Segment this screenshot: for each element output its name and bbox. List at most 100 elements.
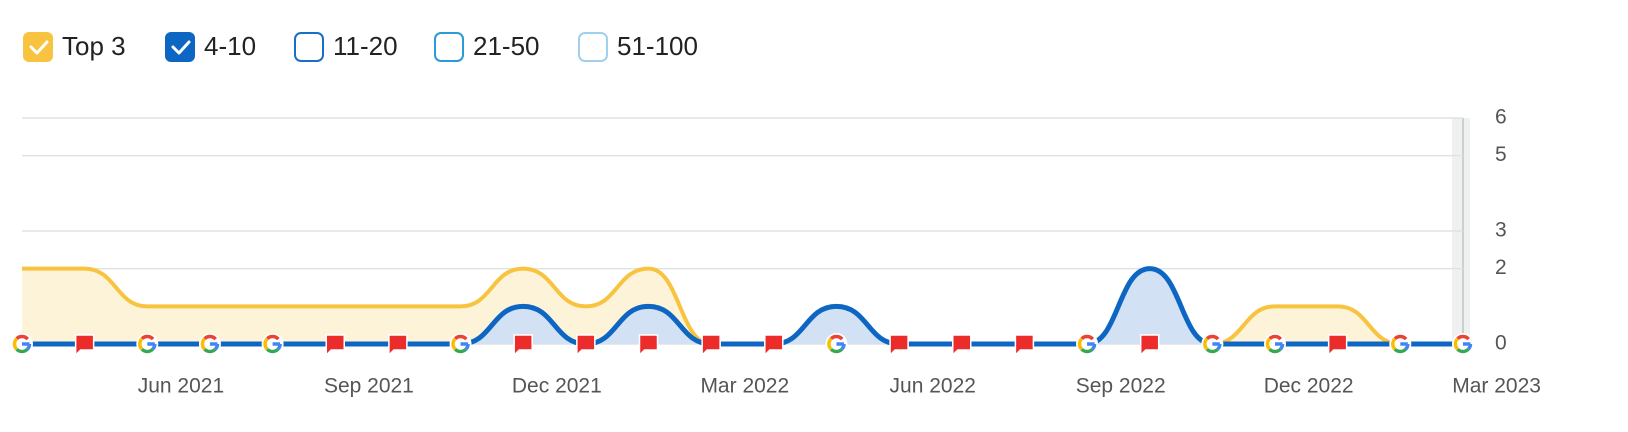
legend-item[interactable]: Top 3 [23, 31, 126, 62]
note-flag-icon [889, 334, 909, 357]
x-tick-label: Dec 2022 [1264, 375, 1354, 398]
icon-arc [1265, 337, 1272, 351]
icon-arc [1077, 337, 1084, 351]
x-tick-label: Mar 2022 [700, 375, 789, 398]
flag [952, 334, 972, 357]
icon-arc [12, 337, 19, 351]
note-flag-icon [576, 334, 596, 357]
flag [701, 334, 721, 357]
note-flag-icon [325, 334, 345, 357]
flag [889, 334, 909, 357]
series-line [21, 266, 1463, 347]
y-tick-label: 0 [1495, 332, 1507, 355]
icon-arc [829, 347, 843, 354]
x-tick-label: Mar 2023 [1452, 375, 1541, 398]
icon-arc [1456, 334, 1471, 341]
legend-item[interactable]: 51-100 [578, 31, 698, 62]
icon-arc [827, 337, 833, 351]
note-flag-icon [74, 334, 95, 357]
legend-label: 11-20 [333, 31, 398, 61]
icon-arc [1391, 337, 1397, 351]
icon-arc [454, 334, 468, 341]
google-update-icon [136, 333, 159, 355]
note-flag-icon [388, 334, 408, 357]
series-area [22, 268, 1463, 344]
flag [576, 334, 596, 357]
legend-label: Top 3 [62, 31, 126, 61]
icon-arc [454, 347, 468, 354]
google-update-icon [1076, 333, 1099, 355]
icon-arc [263, 337, 269, 351]
icon-arc [200, 337, 207, 351]
y-tick-label: 5 [1495, 143, 1507, 166]
icon-arc [203, 347, 217, 354]
flag [764, 334, 784, 357]
legend-checkbox[interactable] [23, 32, 53, 62]
flag [388, 334, 408, 357]
legend-label: 21-50 [473, 31, 540, 61]
icon-arc [829, 334, 844, 341]
note-flag-icon [1139, 334, 1160, 357]
google-update-icon [1264, 333, 1286, 355]
y-tick-label: 2 [1495, 256, 1507, 279]
google-update-icon [261, 333, 284, 355]
google-update-icon [449, 333, 472, 355]
y-tick-label: 6 [1495, 106, 1507, 129]
google-update-icon [825, 333, 848, 355]
note-flag-icon [513, 334, 533, 357]
note-flag-icon [1014, 334, 1035, 357]
legend-checkbox[interactable] [294, 32, 324, 62]
flag [1014, 334, 1035, 357]
y-tick-label: 3 [1495, 219, 1507, 242]
series-area [22, 268, 1463, 344]
icon-arc [15, 334, 30, 341]
icon-arc [1268, 347, 1282, 354]
icon-arc [1453, 337, 1460, 351]
google-update-icon [1201, 333, 1224, 355]
legend-label: 4-10 [204, 31, 256, 61]
legend-checkbox[interactable] [434, 32, 464, 62]
note-flag-icon [764, 334, 784, 357]
icon-arc [203, 334, 218, 341]
legend-item[interactable]: 21-50 [434, 31, 540, 62]
icon-arc [266, 347, 280, 354]
icon-arc [140, 334, 155, 341]
legend-item[interactable]: 11-20 [294, 31, 398, 62]
note-flag-icon [952, 334, 972, 357]
legend-label: 51-100 [617, 31, 698, 61]
icon-arc [1203, 337, 1209, 351]
x-tick-label: Jun 2021 [138, 375, 224, 398]
google-update-icon [1451, 333, 1474, 355]
icon-arc [266, 334, 280, 341]
flag [325, 334, 345, 357]
google-update-icon [1389, 333, 1412, 355]
check-mark [171, 40, 191, 55]
icon-arc [1205, 334, 1220, 341]
check-mark [29, 40, 49, 55]
icon-arc [1393, 334, 1408, 341]
x-tick-label: Sep 2021 [324, 375, 414, 398]
flag [1139, 334, 1160, 357]
legend-checkbox[interactable] [578, 32, 608, 62]
icon-arc [15, 347, 29, 354]
legend-item[interactable]: 4-10 [165, 31, 256, 62]
note-flag-icon [1327, 334, 1348, 357]
note-flag-icon [701, 334, 721, 357]
flag [74, 334, 95, 357]
x-tick-label: Jun 2022 [890, 375, 976, 398]
icon-arc [138, 337, 144, 351]
icon-arc [140, 347, 154, 354]
icon-arc [1080, 334, 1095, 341]
note-flag-icon [638, 334, 659, 357]
icon-arc [1080, 347, 1094, 354]
google-update-icon [11, 333, 33, 355]
x-tick-label: Dec 2021 [512, 375, 602, 398]
icon-arc [1268, 334, 1283, 341]
legend-checkbox[interactable] [165, 32, 195, 62]
icon-arc [1456, 347, 1470, 354]
icon-arc [1205, 347, 1219, 354]
x-tick-label: Sep 2022 [1076, 375, 1166, 398]
flag [513, 334, 533, 357]
google-update-icon [198, 333, 221, 355]
flag [638, 334, 659, 357]
